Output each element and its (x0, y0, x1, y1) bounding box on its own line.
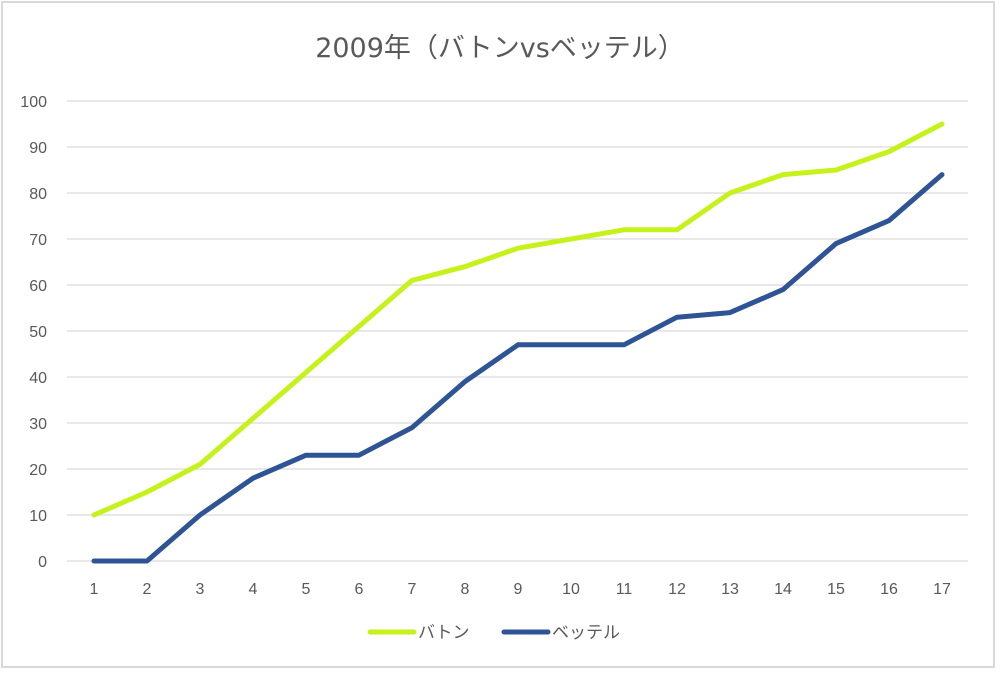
x-tick-label: 17 (933, 581, 951, 598)
legend-item: ベッテル (501, 623, 620, 642)
gridlines (67, 100, 968, 562)
y-tick-label: 10 (29, 508, 47, 525)
y-tick-label: 20 (29, 462, 47, 479)
x-axis-labels: 1 2 3 4 5 6 7 8 9 10 11 12 13 14 15 16 17 (90, 581, 951, 598)
y-tick-label: 50 (29, 324, 47, 341)
legend-label: バトン (418, 623, 470, 642)
series-line (91, 121, 945, 518)
y-tick-label: 60 (29, 278, 47, 295)
x-tick-label: 9 (514, 581, 523, 598)
x-tick-label: 5 (302, 581, 311, 598)
chart-title: 2009年（バトンvsベッテル） (315, 33, 685, 64)
y-tick-label: 80 (29, 186, 47, 203)
x-tick-label: 15 (827, 581, 845, 598)
y-axis-labels: 0 10 20 30 40 50 60 70 80 90 100 (20, 94, 47, 571)
legend: バトン ベッテル (367, 623, 620, 642)
y-tick-label: 0 (38, 554, 47, 571)
legend-item: バトン (367, 623, 470, 642)
x-tick-label: 11 (616, 581, 633, 598)
x-tick-label: 7 (408, 581, 417, 598)
x-tick-label: 8 (461, 581, 470, 598)
x-tick-label: 10 (562, 581, 580, 598)
series-lines (91, 121, 945, 564)
y-tick-label: 100 (20, 94, 47, 111)
x-tick-label: 13 (721, 581, 739, 598)
x-tick-label: 2 (143, 581, 152, 598)
legend-label: ベッテル (552, 623, 620, 642)
x-tick-label: 6 (355, 581, 364, 598)
x-tick-label: 14 (774, 581, 792, 598)
x-tick-label: 12 (668, 581, 686, 598)
x-tick-label: 4 (249, 581, 258, 598)
x-tick-label: 1 (90, 581, 99, 598)
y-tick-label: 90 (29, 140, 47, 157)
y-tick-label: 30 (29, 416, 47, 433)
y-tick-label: 70 (29, 232, 47, 249)
x-tick-label: 3 (196, 581, 205, 598)
x-tick-label: 16 (880, 581, 898, 598)
y-tick-label: 40 (29, 370, 47, 387)
series-line (91, 172, 945, 564)
